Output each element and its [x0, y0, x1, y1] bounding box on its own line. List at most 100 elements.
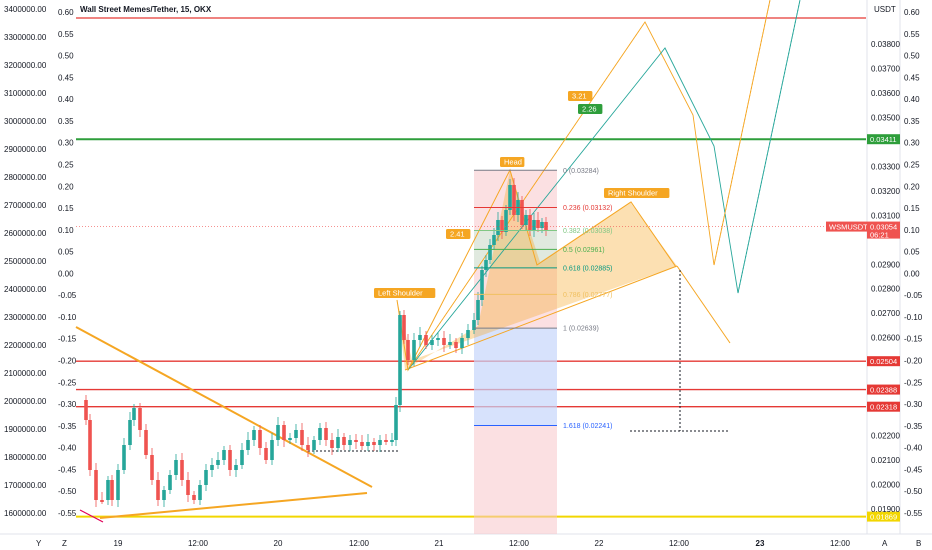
pct-axis-tick-right: 0.00 — [904, 269, 920, 278]
candle-body — [544, 222, 548, 230]
left-axis-tick: 2100000.00 — [4, 369, 47, 378]
pct-axis-tick-right: -0.05 — [904, 291, 923, 300]
candle-body — [246, 440, 250, 450]
level-price-tag — [867, 356, 900, 367]
pct-axis-tick-right: 0.20 — [904, 182, 920, 191]
bottom-right-button: A — [882, 539, 888, 548]
fib-level-label: 0 (0.03284) — [563, 168, 599, 175]
fib-level-label: 0.618 (0.02885) — [563, 265, 612, 272]
x-axis-tick: 22 — [595, 539, 604, 548]
candle-body — [500, 220, 504, 232]
price-axis-tick: 0.02800 — [871, 285, 900, 294]
candle-body — [492, 235, 496, 245]
pct-axis-tick-left: -0.05 — [58, 291, 77, 300]
candle-body — [156, 480, 160, 500]
left-axis-tick: 2600000.00 — [4, 229, 47, 238]
x-axis-tick: 12:00 — [669, 539, 690, 548]
pct-axis-tick-left: -0.40 — [58, 444, 77, 453]
price-axis-tick: 0.01900 — [871, 505, 900, 514]
pct-axis-tick-left: 0.60 — [58, 8, 74, 17]
pct-axis-tick-left: 0.35 — [58, 117, 74, 126]
left-axis-tick: 1800000.00 — [4, 453, 47, 462]
pattern-annotations[interactable]: Left Shoulder Head Right Shoulder 2.41 3.21 2… — [374, 91, 670, 298]
horizontal-levels[interactable]: 0.03411 0.02504 0.02388 0.02318 0.01869 — [76, 17, 900, 522]
pct-axis-tick-right: -0.35 — [904, 422, 923, 431]
candle-body — [128, 420, 132, 445]
candle-body — [424, 335, 428, 345]
level-price-text: 0.02318 — [870, 403, 897, 412]
candle-body — [460, 338, 464, 348]
bottom-left-button: Y — [36, 539, 42, 548]
candle-body — [192, 495, 196, 500]
candle-body — [476, 300, 480, 320]
left-axis-tick: 3400000.00 — [4, 5, 47, 14]
left-shoulder-label-box — [374, 288, 436, 298]
projection-line — [676, 265, 731, 344]
x-axis-tick: 23 — [756, 539, 765, 548]
candle-body — [348, 440, 352, 445]
candle-body — [116, 470, 120, 500]
chart-title: Wall Street Memes/Tether, 15, OKX — [80, 5, 212, 14]
pct-axis-tick-left: 0.10 — [58, 226, 74, 235]
pct-axis-tick-left: 0.20 — [58, 182, 74, 191]
candle-body — [84, 400, 88, 420]
pct-axis-tick-left: 0.45 — [58, 73, 74, 82]
head-shoulders-fill — [397, 170, 677, 370]
fib-level-label: 0.382 (0.03038) — [563, 228, 612, 235]
candle-body — [384, 440, 388, 442]
pct-axis-tick-right: -0.45 — [904, 465, 923, 474]
candle-body — [144, 430, 148, 455]
candle-body — [508, 185, 512, 210]
fib-retracement[interactable]: 0 (0.03284) 0.236 (0.03132) 0.382 (0.03038… — [76, 168, 900, 430]
candle-body — [520, 200, 524, 225]
plot-area — [76, 4, 866, 534]
price-axis-tick: 0.02700 — [871, 309, 900, 318]
left-axis-tick: 3000000.00 — [4, 117, 47, 126]
left-axis-tick: 2200000.00 — [4, 341, 47, 350]
price-axis-tick: 0.02900 — [871, 260, 900, 269]
pct-axis-tick-left: 0.40 — [58, 95, 74, 104]
left-axis-tick: 3300000.00 — [4, 33, 47, 42]
candle-body — [336, 437, 340, 448]
candle-body — [276, 425, 280, 440]
level-price-text: 0.01869 — [870, 513, 897, 522]
price-axis-tick: 0.03800 — [871, 40, 900, 49]
left-axis-tick: 2000000.00 — [4, 397, 47, 406]
pct-axis-tick-left: -0.20 — [58, 357, 77, 366]
left-axis-tick: 2700000.00 — [4, 201, 47, 210]
pct-axis-tick-left: -0.30 — [58, 400, 77, 409]
neckline — [404, 265, 678, 371]
pct-axis-tick-left: 0.55 — [58, 30, 74, 39]
countdown: 06:21 — [870, 231, 889, 240]
candle-body — [306, 445, 310, 450]
lower-zone — [474, 425, 557, 534]
pct-axis-tick-right: 0.60 — [904, 8, 920, 17]
last-price: 0.03054 — [870, 223, 897, 232]
fib-level-label: 1 (0.02639) — [563, 326, 599, 333]
pct-axis-tick-left: -0.10 — [58, 313, 77, 322]
candle-body — [216, 460, 220, 465]
pct-axis-tick-left: -0.15 — [58, 335, 77, 344]
green-dotted-up — [737, 0, 801, 294]
fib-level-label: 0.786 (0.02777) — [563, 292, 612, 299]
candle-body — [378, 440, 382, 445]
pct-axis-tick-right: 0.10 — [904, 226, 920, 235]
price-axis-tick: 0.02000 — [871, 481, 900, 490]
small-trendline — [79, 509, 104, 523]
orange-dotted-up — [713, 0, 771, 266]
pct-axis-tick-right: 0.35 — [904, 117, 920, 126]
pct-axis-tick-left: 0.30 — [58, 139, 74, 148]
candle-body — [100, 500, 104, 502]
candle-body — [366, 442, 370, 446]
price-axis-tick: 0.03700 — [871, 64, 900, 73]
x-axis-tick: 20 — [274, 539, 283, 548]
pct-axis-tick-left: -0.55 — [58, 509, 77, 518]
candle-body — [300, 430, 304, 445]
candle-body — [488, 245, 492, 260]
candle-body — [418, 335, 422, 340]
pct-axis-tick-right: 0.25 — [904, 160, 920, 169]
candle-body — [512, 185, 516, 215]
x-axis-tick: 12:00 — [349, 539, 370, 548]
price-axis-tick: 0.03500 — [871, 113, 900, 122]
